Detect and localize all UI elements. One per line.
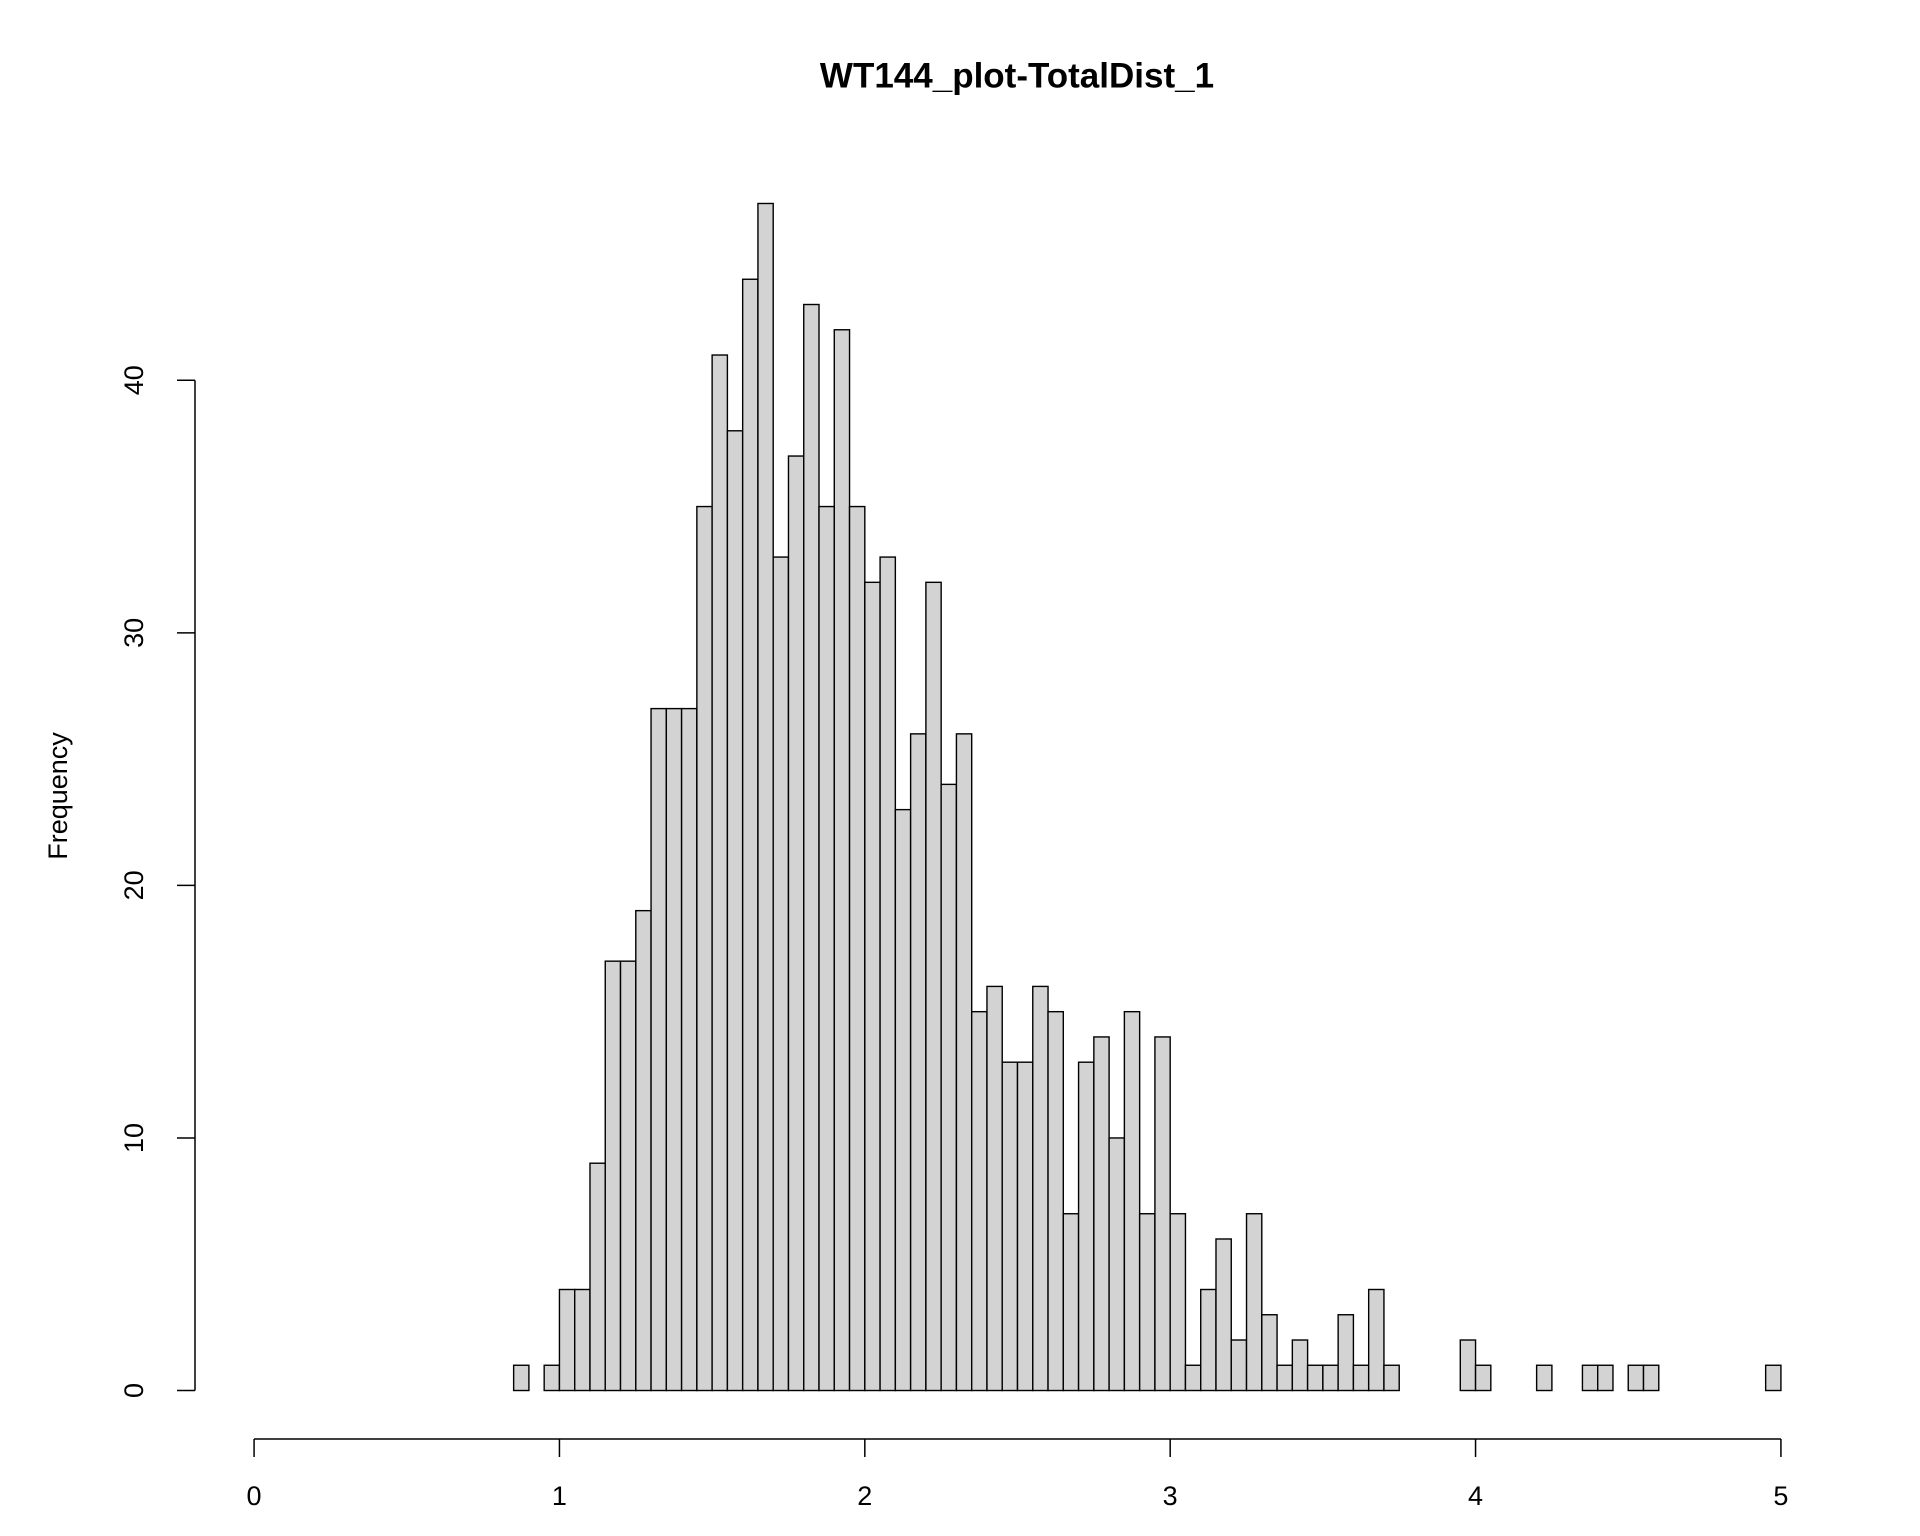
bar xyxy=(574,1288,591,1392)
bar xyxy=(1032,985,1049,1392)
bar xyxy=(1062,1213,1080,1392)
chart-title: WT144_plot-TotalDist_1 xyxy=(820,56,1214,95)
bar xyxy=(787,455,805,1392)
bar xyxy=(757,202,774,1392)
bar xyxy=(589,1162,606,1392)
bar xyxy=(1291,1339,1309,1392)
bar xyxy=(1230,1339,1248,1392)
x-tick-label: 0 xyxy=(247,1481,262,1511)
bar xyxy=(818,505,835,1392)
bar xyxy=(925,581,942,1392)
x-tick-label: 2 xyxy=(857,1481,872,1511)
bar xyxy=(650,707,668,1392)
bar xyxy=(1627,1364,1645,1392)
x-tick-label: 4 xyxy=(1468,1481,1483,1511)
bar xyxy=(696,505,713,1392)
bar xyxy=(879,556,897,1392)
bar xyxy=(955,733,973,1392)
bar xyxy=(1337,1314,1355,1392)
bar xyxy=(1093,1036,1110,1392)
bar xyxy=(1261,1314,1278,1392)
bar xyxy=(1200,1288,1217,1392)
bar xyxy=(1383,1364,1400,1392)
y-tick-label: 0 xyxy=(119,1383,149,1398)
bar xyxy=(1108,1137,1126,1392)
bar xyxy=(1459,1339,1477,1392)
bar xyxy=(680,707,698,1392)
bar xyxy=(986,985,1003,1392)
bar xyxy=(1123,1010,1141,1392)
bar xyxy=(1367,1288,1385,1392)
bar xyxy=(970,1010,988,1392)
bar xyxy=(940,783,958,1392)
bar xyxy=(1138,1213,1156,1392)
bar xyxy=(1001,1061,1019,1392)
bar xyxy=(1352,1364,1370,1392)
bar xyxy=(1306,1364,1324,1392)
bar xyxy=(543,1364,561,1392)
bar xyxy=(833,329,851,1392)
y-tick-label: 20 xyxy=(119,870,149,900)
y-tick-label: 40 xyxy=(119,365,149,395)
bar xyxy=(1597,1364,1614,1392)
bar xyxy=(619,960,637,1392)
bar xyxy=(726,430,744,1392)
bar xyxy=(894,808,912,1392)
bar xyxy=(1535,1364,1553,1392)
bar xyxy=(1764,1364,1782,1392)
bar xyxy=(772,556,790,1392)
bar xyxy=(604,960,622,1392)
bar xyxy=(635,909,652,1392)
bar xyxy=(848,505,866,1392)
x-tick-label: 5 xyxy=(1773,1481,1788,1511)
bar xyxy=(1276,1364,1294,1392)
bar xyxy=(1047,1010,1065,1392)
bar xyxy=(1169,1213,1187,1392)
bar xyxy=(1215,1238,1232,1392)
x-tick-label: 1 xyxy=(552,1481,567,1511)
bar xyxy=(864,581,881,1392)
bar xyxy=(512,1364,530,1392)
bar xyxy=(1245,1213,1263,1392)
bar xyxy=(741,278,759,1392)
bar xyxy=(1184,1364,1202,1392)
bar xyxy=(1077,1061,1095,1392)
bar xyxy=(803,303,820,1392)
y-tick-label: 30 xyxy=(119,618,149,648)
bar xyxy=(1474,1364,1492,1392)
bar xyxy=(1322,1364,1339,1392)
y-axis-label: Frequency xyxy=(43,732,73,860)
x-tick-label: 3 xyxy=(1163,1481,1178,1511)
bar xyxy=(711,354,729,1392)
bar xyxy=(558,1288,576,1392)
bar xyxy=(1581,1364,1599,1392)
bar xyxy=(1016,1061,1034,1392)
y-tick-label: 10 xyxy=(119,1123,149,1153)
bar xyxy=(665,707,683,1392)
bar xyxy=(1154,1036,1171,1392)
bar xyxy=(909,733,927,1392)
bar xyxy=(1642,1364,1660,1392)
